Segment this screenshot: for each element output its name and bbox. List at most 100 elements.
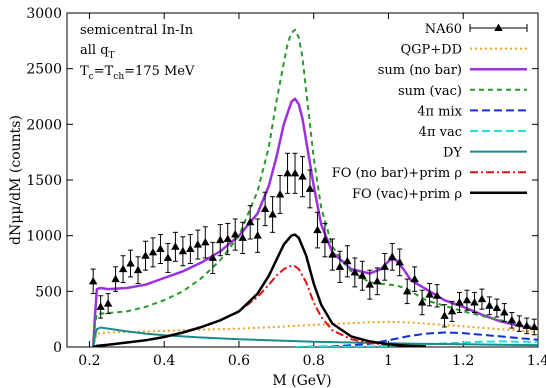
legend-entry: QGP+DD	[400, 43, 527, 58]
series-line-dy	[92, 326, 538, 347]
data-point	[365, 280, 374, 288]
data-point	[208, 253, 217, 261]
data-point	[126, 259, 135, 267]
data-point	[133, 265, 143, 274]
data-point	[96, 302, 105, 310]
legend-entry: DY	[443, 146, 527, 161]
data-point	[380, 262, 389, 270]
data-point	[245, 217, 255, 226]
data-point	[186, 244, 195, 253]
data-point	[103, 299, 113, 307]
data-point	[492, 303, 502, 312]
legend-entry: sum (vac)	[398, 84, 527, 99]
annotation-line-3-a-sub: c	[89, 72, 94, 82]
series-line-fo-no-bar-prim-	[92, 264, 426, 347]
annotation-line-3: Tc=Tch=175 MeV	[80, 64, 195, 82]
annotation-line-2: all qT	[80, 43, 115, 61]
annotation: semicentral In-In all qT Tc=Tch=175 MeV	[80, 23, 195, 82]
data-point	[425, 290, 434, 298]
data-point	[373, 276, 382, 285]
data-point	[298, 172, 307, 180]
legend-label: QGP+DD	[400, 43, 462, 58]
data-point	[395, 257, 404, 266]
data-point	[148, 247, 158, 256]
data-point	[111, 274, 120, 283]
data-point	[283, 168, 292, 177]
data-point	[417, 297, 427, 306]
legend-label: NA60	[425, 22, 462, 37]
data-point	[410, 274, 419, 283]
data-point	[402, 286, 412, 295]
data-point	[141, 251, 150, 259]
x-tick-label: 0.4	[153, 353, 175, 369]
y-tick-label: 2000	[26, 117, 62, 133]
data-point	[358, 271, 367, 279]
annotation-line-2-main: all q	[80, 43, 109, 58]
y-tick-label: 1500	[26, 173, 62, 189]
data-point	[447, 306, 457, 315]
data-point	[432, 291, 442, 299]
data-point	[515, 319, 524, 327]
legend-label: sum (no bar)	[378, 63, 462, 78]
legend-label: 4π vac	[419, 125, 462, 140]
data-point	[118, 264, 128, 273]
y-tick-label: 2500	[26, 62, 62, 78]
data-point	[275, 189, 285, 198]
data-point	[522, 321, 531, 329]
legend: NA60 QGP+DD sum (no bar) sum (vac) 4π mix 4π …	[332, 22, 528, 202]
annotation-line-3-b: =T	[94, 64, 114, 79]
x-tick-label: 1	[384, 353, 393, 369]
x-axis-title: M (GeV)	[272, 373, 331, 388]
data-point	[171, 242, 180, 250]
data-point	[470, 297, 479, 306]
series-layer	[88, 28, 538, 347]
data-point	[88, 276, 98, 285]
data-point	[178, 246, 188, 255]
series-line-sum-vac-	[92, 28, 538, 347]
data-point	[163, 253, 173, 261]
y-tick-label: 500	[35, 284, 62, 300]
data-point	[238, 233, 247, 241]
data-point	[530, 322, 538, 330]
series-line-4-vac	[294, 340, 538, 347]
series-line-4-mix	[294, 331, 538, 347]
data-point	[290, 168, 300, 177]
data-point	[455, 297, 464, 306]
legend-label: FO (no bar)+prim ρ	[332, 166, 462, 181]
annotation-line-3-a: T	[80, 64, 89, 79]
series-line-fo-vac-prim-	[92, 233, 426, 347]
data-point	[500, 307, 509, 316]
data-point	[201, 237, 210, 246]
data-point	[335, 262, 345, 270]
series-line-sum-no-bar-	[91, 97, 538, 347]
legend-entry: 4π vac	[419, 125, 527, 140]
data-point	[320, 235, 330, 244]
data-point	[507, 315, 517, 324]
data-point	[313, 225, 322, 234]
legend-entry: 4π mix	[417, 104, 527, 119]
data-point	[193, 240, 203, 248]
ticks-layer: 0.2 0.4 0.6 0.8 1 1.2 1.4 0 500 1000 1500 2000 2500 3…	[26, 6, 546, 369]
data-point	[462, 295, 472, 304]
data-point	[253, 231, 262, 239]
legend-entry: sum (no bar)	[378, 63, 527, 78]
data-point	[343, 256, 352, 265]
legend-entry: NA60	[425, 22, 528, 37]
data-point	[305, 184, 315, 192]
annotation-line-1: semicentral In-In	[80, 23, 194, 38]
y-tick-label: 0	[53, 340, 62, 356]
y-tick-label: 1000	[26, 229, 62, 245]
data-point	[223, 234, 232, 243]
legend-symbol-marker	[494, 23, 503, 31]
y-axis-title: dNμμ/dM (counts)	[8, 115, 24, 245]
legend-entry: FO (no bar)+prim ρ	[332, 166, 527, 181]
annotation-line-2-sub: T	[109, 51, 115, 61]
annotation-line-3-c: =175 MeV	[124, 64, 195, 79]
legend-entry: FO (vac)+prim ρ	[352, 187, 527, 202]
legend-label: DY	[443, 146, 462, 161]
x-tick-label: 1.4	[527, 353, 546, 369]
x-tick-label: 0.2	[78, 353, 100, 369]
data-point	[440, 311, 449, 319]
